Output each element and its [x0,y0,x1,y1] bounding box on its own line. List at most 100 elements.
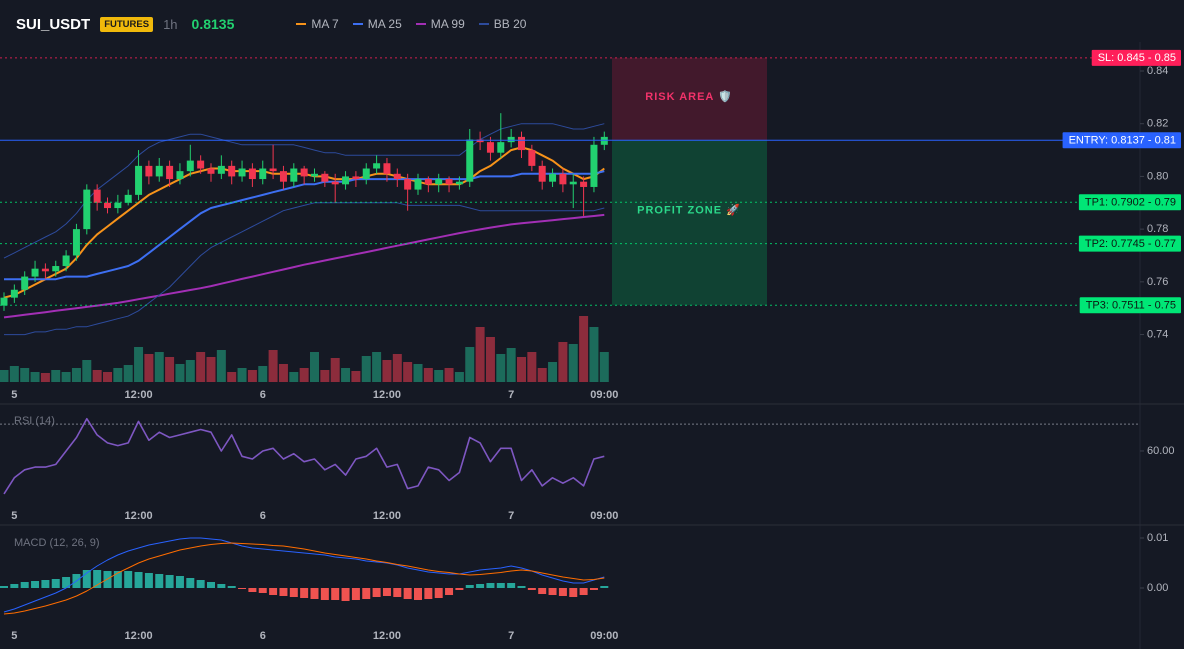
candle-body [393,173,401,180]
x-tick-label: 12:00 [124,630,152,642]
legend-item: MA 25 [352,17,402,31]
zone-label: PROFIT ZONE 🚀 [637,204,741,217]
volume-bar [103,372,112,382]
x-tick-label: 5 [11,510,17,522]
candle-body [538,165,546,182]
volume-bar [361,356,371,382]
candle-body [31,268,39,277]
x-tick-label: 7 [508,630,514,642]
histogram-bar [279,588,288,596]
candle-body [600,136,608,145]
candle-body [352,176,360,180]
y-tick-label: 0.82 [1147,118,1168,130]
candle-body [373,163,381,169]
candle-body [321,173,329,182]
histogram-bar [589,588,598,590]
volume-bar [589,327,599,382]
volume-bar [330,358,340,382]
symbol: SUI_USDT [16,15,91,33]
histogram-bar [124,571,133,588]
candle-body [300,168,308,177]
x-tick-label: 7 [508,510,514,522]
histogram-bar [569,588,578,597]
volume-bar [434,370,444,382]
candle-body [414,179,422,190]
histogram-bar [496,583,505,588]
histogram-bar [600,586,609,588]
candle-body [466,139,474,182]
candle-body [52,266,60,272]
price-label: TP1: 0.7902 - 0.79 [1085,197,1176,209]
histogram-bar [196,580,205,588]
price-label: TP2: 0.7745 - 0.77 [1085,238,1176,250]
volume-bar [382,360,392,382]
y-tick-label: 0.78 [1147,223,1168,235]
legend-swatch [352,23,363,25]
volume-bar [599,352,609,382]
histogram-bar [445,588,454,595]
candle-body [279,171,287,182]
legend: MA 7 MA 25 MA 99 BB 20 [296,17,526,31]
histogram-bar [414,588,422,600]
volume-bar [475,327,485,382]
candle-body [197,160,205,169]
candle-body [404,179,412,190]
volume-bar [237,368,247,382]
histogram-bar [82,570,91,588]
candle-body [486,142,494,153]
y-tick-label: 60.00 [1147,445,1175,457]
histogram-bar [382,588,391,596]
volume-bar [165,357,175,382]
histogram-bar [507,583,516,588]
candle-body [580,181,588,187]
y-tick-label: 0.84 [1147,65,1168,77]
x-tick-label: 6 [260,510,266,522]
rsi-line [3,417,605,495]
x-tick-label: 09:00 [590,630,618,642]
price-label-box [1078,235,1181,252]
candle-body [455,181,463,185]
candle-body [290,168,298,182]
volume-bar [320,370,330,382]
volume-bar [278,364,288,382]
histogram-bar [538,588,547,594]
histogram-bar [31,581,40,588]
volume-bar [247,370,257,382]
x-tick-label: 09:00 [590,510,618,522]
histogram-bar [517,586,526,588]
histogram-bar [113,571,122,588]
histogram-bar [341,588,350,601]
volume-bar [268,350,278,382]
histogram-bar [300,588,309,598]
histogram-bar [217,584,226,588]
volume-bar [454,372,464,382]
histogram-bar [527,588,536,590]
price-label-box [1091,49,1181,66]
price-label-box [1079,297,1181,314]
x-tick-label: 7 [508,389,514,401]
candle-body [259,168,267,180]
histogram-bar [579,588,588,595]
y-tick-label: 0.00 [1147,582,1168,594]
price-label: ENTRY: 0.8137 - 0.81 [1069,135,1176,147]
badge: FUTURES [100,16,154,32]
price-label-box [1062,132,1181,149]
candle-body [248,168,256,180]
histogram-bar [269,588,278,595]
candle-body [549,173,557,182]
candle-body [217,165,225,174]
legend-label: MA 7 [311,17,339,31]
volume-bar [71,368,81,382]
histogram-bar [403,588,412,599]
candle-body [476,139,484,143]
volume-bar [423,368,433,382]
volume-bar [496,354,506,382]
candle-body [435,179,443,185]
legend-label: BB 20 [493,17,527,31]
legend-label: MA 99 [430,17,465,31]
candle-body [383,163,391,174]
macd-line [3,537,605,613]
